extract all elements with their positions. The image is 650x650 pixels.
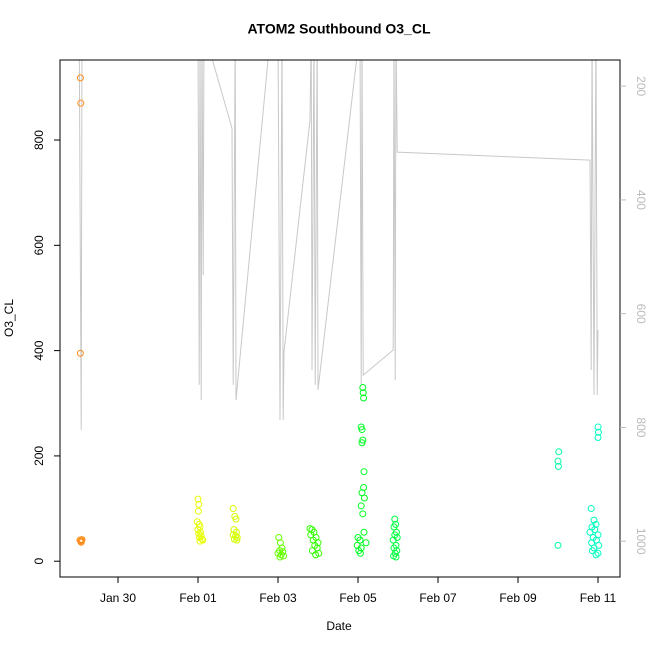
point — [195, 530, 203, 538]
point — [198, 535, 206, 543]
point — [76, 349, 84, 357]
point — [554, 541, 562, 549]
x-tick-label: Feb 07 — [419, 591, 457, 605]
point — [360, 468, 368, 476]
point — [587, 505, 595, 513]
point — [554, 462, 562, 470]
point — [592, 551, 600, 559]
x-tick-label: Feb 01 — [179, 591, 217, 605]
x-tick-label: Feb 09 — [499, 591, 537, 605]
chart-title: ATOM2 Southbound O3_CL — [247, 21, 430, 37]
point — [359, 510, 367, 518]
y-tick-label: 800 — [32, 130, 46, 150]
y-tick-label: 200 — [32, 446, 46, 466]
point — [391, 515, 399, 523]
point — [362, 539, 370, 547]
point — [280, 552, 288, 560]
point — [312, 551, 320, 559]
point — [232, 532, 240, 540]
x-axis-label: Date — [326, 619, 352, 633]
y2-tick-label: 400 — [634, 190, 648, 210]
point — [588, 547, 596, 555]
x-tick-label: Feb 03 — [259, 591, 297, 605]
point — [357, 502, 365, 510]
y-tick-label: 600 — [32, 235, 46, 255]
point — [276, 553, 284, 561]
point — [389, 536, 397, 544]
point — [360, 528, 368, 536]
y-tick-label: 400 — [32, 340, 46, 360]
point — [356, 536, 364, 544]
y2-tick-label: 600 — [634, 304, 648, 324]
point — [594, 433, 602, 441]
point — [360, 494, 368, 502]
point — [590, 516, 598, 524]
point — [359, 389, 367, 397]
pressure-line — [78, 60, 599, 430]
point — [594, 428, 602, 436]
x-tick-label: Jan 30 — [100, 591, 136, 605]
point — [196, 528, 204, 536]
plot-frame — [59, 59, 621, 578]
plot-area — [76, 60, 603, 561]
point — [315, 549, 323, 557]
point — [586, 528, 594, 536]
point — [359, 383, 367, 391]
x-tick-label: Feb 11 — [580, 591, 617, 605]
point — [594, 423, 602, 431]
point — [232, 515, 240, 523]
point — [358, 439, 366, 447]
y2-tick-label: 1000 — [634, 528, 648, 555]
point — [308, 547, 316, 555]
point — [233, 536, 241, 544]
point — [358, 426, 366, 434]
point — [392, 553, 400, 561]
point — [76, 74, 84, 82]
x-tick-label: Feb 05 — [339, 591, 377, 605]
point — [196, 537, 204, 545]
point — [78, 537, 86, 545]
point — [274, 549, 282, 557]
point — [360, 394, 368, 402]
y-axis-label: O3_CL — [2, 299, 16, 337]
point — [555, 448, 563, 456]
point — [356, 549, 364, 557]
point — [194, 495, 202, 503]
y2-tick-label: 200 — [634, 76, 648, 96]
point — [197, 532, 205, 540]
point — [194, 507, 202, 515]
point — [594, 549, 602, 557]
point — [554, 457, 562, 465]
y2-tick-label: 800 — [634, 417, 648, 437]
y-tick-label: 0 — [32, 558, 46, 565]
point — [229, 505, 237, 513]
point — [77, 99, 85, 107]
point — [195, 500, 203, 508]
